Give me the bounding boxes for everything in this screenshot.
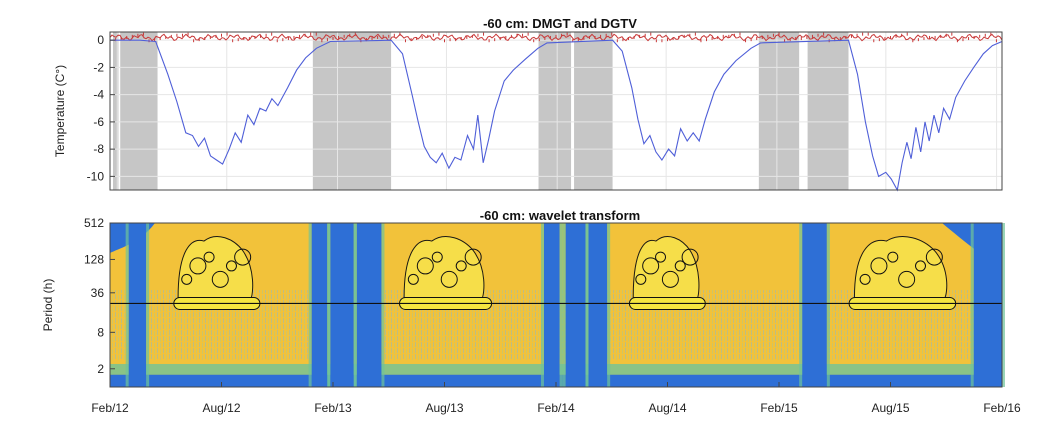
significance-contour [674, 260, 686, 272]
significance-contour [416, 257, 434, 275]
significance-contour [898, 270, 916, 288]
grey-period [113, 32, 119, 190]
wavelet-band-edge [381, 223, 385, 387]
x-tick-label: Aug/13 [425, 401, 463, 415]
significance-contour [925, 248, 943, 266]
significance-contour [211, 270, 229, 288]
significance-contour [403, 236, 485, 298]
significance-contour [914, 260, 926, 272]
bottom-y-axis-label: Period (h) [41, 279, 55, 332]
significance-contour [203, 251, 215, 263]
grey-period [758, 32, 800, 190]
wavelet-band-edge [826, 223, 830, 387]
bottom-chart-title: -60 cm: wavelet transform [480, 208, 640, 223]
grey-period [312, 32, 392, 190]
top-grey-periods [113, 32, 849, 190]
x-tick-label: Feb/12 [91, 401, 129, 415]
top-y-tick-label: -8 [93, 142, 104, 156]
x-tick-label: Feb/15 [760, 401, 798, 415]
significance-contour [455, 260, 467, 272]
significance-contour [870, 257, 888, 275]
wavelet-low-power-band [128, 223, 147, 387]
wavelet-low-power-band [588, 223, 608, 387]
top-y-ticks: 0 -2 -4 -6 -8 -10 [87, 33, 115, 183]
wavelet-band-edge [559, 223, 563, 387]
wavelet-low-power-band [565, 223, 586, 387]
wavelet-band-edge [540, 223, 544, 387]
wavelet-band-edge [146, 223, 150, 387]
bottom-y-tick-label: 128 [84, 252, 104, 266]
top-gridlines [110, 32, 1002, 190]
top-y-tick-label: -10 [87, 169, 105, 183]
top-plot-frame [109, 31, 1003, 191]
top-y-axis-label: Temperature (C°) [53, 65, 67, 157]
bottom-y-tick-label: 8 [97, 325, 104, 339]
top-chart-title: -60 cm: DMGT and DGTV [483, 16, 637, 31]
bottom-y-tick-label: 36 [91, 286, 105, 300]
significance-contour [632, 236, 700, 298]
x-tick-label: Feb/13 [314, 401, 352, 415]
bottom-y-ticks: 512 128 36 8 2 [84, 216, 115, 376]
wavelet-band-edge [353, 223, 357, 387]
x-tick-label: Aug/14 [648, 401, 686, 415]
bottom-y-tick-label: 2 [97, 362, 104, 376]
wavelet-low-power-band [973, 223, 1002, 387]
wavelet-band-edge [125, 223, 129, 387]
wavelet-low-power-band [311, 223, 328, 387]
significance-contour [177, 236, 254, 298]
wavelet-low-power-band [330, 223, 354, 387]
dgtv-blue-line [110, 39, 1003, 192]
top-series [109, 32, 1003, 192]
x-tick-label: Aug/15 [871, 401, 909, 415]
significance-contour [181, 273, 193, 285]
wavelet-band-edge [970, 223, 974, 387]
grey-period [574, 32, 613, 190]
wavelet-band-edge [327, 223, 331, 387]
significance-contour [440, 270, 458, 288]
x-tick-label: Feb/14 [537, 401, 575, 415]
significance-contour [681, 248, 699, 266]
x-tick-labels: Feb/12 Aug/12 Feb/13 Aug/13 Feb/14 Aug/14 Feb/… [91, 382, 1021, 415]
significance-contour [859, 273, 871, 285]
significance-contour [853, 236, 948, 298]
significance-contour [635, 273, 647, 285]
grey-period [120, 32, 158, 190]
grey-period [807, 32, 849, 190]
significance-contour [655, 251, 667, 263]
wavelet-low-power-band [543, 223, 560, 387]
significance-contour [464, 248, 482, 266]
significance-contour [189, 257, 207, 275]
wavelet-band-edge [607, 223, 611, 387]
significance-contour [642, 257, 660, 275]
wavelet-band-edge [308, 223, 312, 387]
x-tick-label: Feb/16 [983, 401, 1021, 415]
significance-contour [225, 260, 237, 272]
top-y-tick-label: -4 [93, 88, 104, 102]
significance-contour [407, 273, 419, 285]
bottom-y-tick-label: 512 [84, 216, 104, 230]
wavelet-band-edge [585, 223, 589, 387]
significance-contour [431, 251, 443, 263]
significance-contour [234, 248, 252, 266]
wavelet-band-edge [562, 223, 566, 387]
wavelet-low-power-band [356, 223, 382, 387]
top-y-tick-label: -2 [93, 60, 104, 74]
wavelet-low-power-bands [110, 223, 1005, 387]
top-y-tick-label: 0 [97, 33, 104, 47]
significance-contour [661, 270, 679, 288]
grey-period [538, 32, 572, 190]
wavelet-band-edge [799, 223, 803, 387]
wavelet-low-power-band [802, 223, 827, 387]
x-tick-label: Aug/12 [202, 401, 240, 415]
wavelet-band-edge [1002, 223, 1005, 387]
top-y-tick-label: -6 [93, 115, 104, 129]
significance-contour [887, 251, 899, 263]
